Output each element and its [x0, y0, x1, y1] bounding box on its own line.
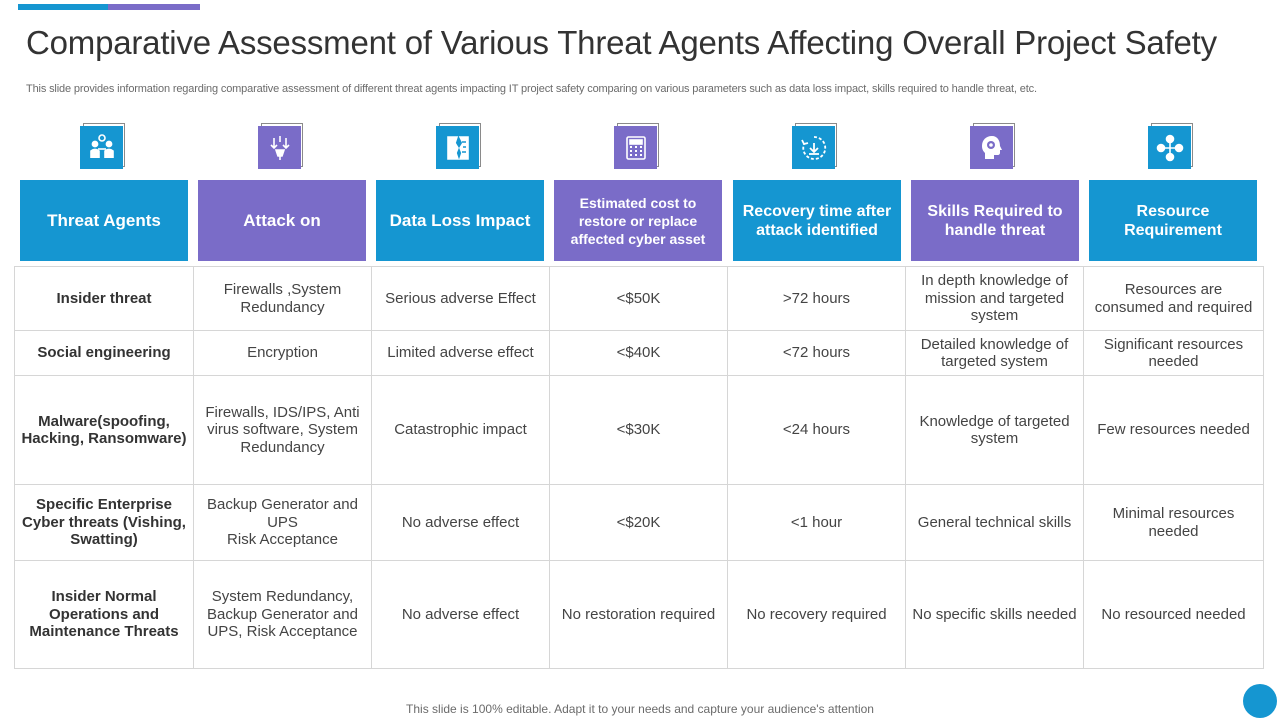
- attack-on-cell: Backup Generator and UPS Risk Acceptance: [193, 484, 372, 561]
- attack-on-cell: Encryption: [193, 330, 372, 376]
- table-row: Specific Enterprise Cyber threats (Vishi…: [14, 484, 1264, 561]
- table-row: Malware(spoofing, Hacking, Ransomware) F…: [14, 375, 1264, 485]
- recovery-time-cell: <24 hours: [727, 375, 906, 485]
- skills-cell: Detailed knowledge of targeted system: [905, 330, 1084, 376]
- team-meeting-icon: [80, 123, 126, 169]
- table-row: Insider Normal Operations and Maintenanc…: [14, 560, 1264, 669]
- resource-cell: Significant resources needed: [1083, 330, 1264, 376]
- skills-cell: In depth knowledge of mission and target…: [905, 266, 1084, 331]
- header-skills-required: Skills Required to handle threat: [911, 180, 1079, 261]
- calculator-icon: [614, 123, 660, 169]
- data-loss-cell: Catastrophic impact: [371, 375, 550, 485]
- skills-cell: Knowledge of targeted system: [905, 375, 1084, 485]
- cost-cell: <$40K: [549, 330, 728, 376]
- cost-cell: No restoration required: [549, 560, 728, 669]
- recovery-time-cell: No recovery required: [727, 560, 906, 669]
- table-row: Insider threat Firewalls ,System Redunda…: [14, 266, 1264, 331]
- recovery-cycle-icon: [792, 123, 838, 169]
- page-title: Comparative Assessment of Various Threat…: [26, 24, 1217, 61]
- resource-cell: No resourced needed: [1083, 560, 1264, 669]
- data-loss-cell: No adverse effect: [371, 560, 550, 669]
- recovery-time-cell: >72 hours: [727, 266, 906, 331]
- data-loss-cell: Limited adverse effect: [371, 330, 550, 376]
- top-accent-bar-blue: [18, 4, 108, 10]
- threat-comparison-table: Insider threat Firewalls ,System Redunda…: [14, 266, 1264, 669]
- data-loss-cell: Serious adverse Effect: [371, 266, 550, 331]
- header-estimated-cost: Estimated cost to restore or replace aff…: [554, 180, 722, 261]
- threat-agent-cell: Insider threat: [14, 266, 194, 331]
- table-row: Social engineering Encryption Limited ad…: [14, 330, 1264, 376]
- attack-target-icon: [258, 123, 304, 169]
- header-recovery-time: Recovery time after attack identified: [733, 180, 901, 261]
- cost-cell: <$20K: [549, 484, 728, 561]
- footer-note: This slide is 100% editable. Adapt it to…: [406, 702, 874, 716]
- attack-on-cell: System Redundancy, Backup Generator and …: [193, 560, 372, 669]
- threat-agent-cell: Insider Normal Operations and Maintenanc…: [14, 560, 194, 669]
- resource-cell: Few resources needed: [1083, 375, 1264, 485]
- top-accent-bar-purple: [108, 4, 200, 10]
- header-resource-requirement: Resource Requirement: [1089, 180, 1257, 261]
- page-subtitle: This slide provides information regardin…: [26, 83, 1037, 95]
- cost-cell: <$30K: [549, 375, 728, 485]
- recovery-time-cell: <1 hour: [727, 484, 906, 561]
- threat-agent-cell: Specific Enterprise Cyber threats (Vishi…: [14, 484, 194, 561]
- resource-network-icon: [1148, 123, 1194, 169]
- resource-cell: Resources are consumed and required: [1083, 266, 1264, 331]
- threat-agent-cell: Social engineering: [14, 330, 194, 376]
- corner-circle-decoration: [1243, 684, 1277, 718]
- header-threat-agents: Threat Agents: [20, 180, 188, 261]
- skills-cell: General technical skills: [905, 484, 1084, 561]
- header-data-loss-impact: Data Loss Impact: [376, 180, 544, 261]
- attack-on-cell: Firewalls, IDS/IPS, Anti virus software,…: [193, 375, 372, 485]
- cost-cell: <$50K: [549, 266, 728, 331]
- skills-cell: No specific skills needed: [905, 560, 1084, 669]
- threat-agent-cell: Malware(spoofing, Hacking, Ransomware): [14, 375, 194, 485]
- broken-document-icon: [436, 123, 482, 169]
- header-attack-on: Attack on: [198, 180, 366, 261]
- head-gear-icon: [970, 123, 1016, 169]
- attack-on-cell: Firewalls ,System Redundancy: [193, 266, 372, 331]
- resource-cell: Minimal resources needed: [1083, 484, 1264, 561]
- data-loss-cell: No adverse effect: [371, 484, 550, 561]
- recovery-time-cell: <72 hours: [727, 330, 906, 376]
